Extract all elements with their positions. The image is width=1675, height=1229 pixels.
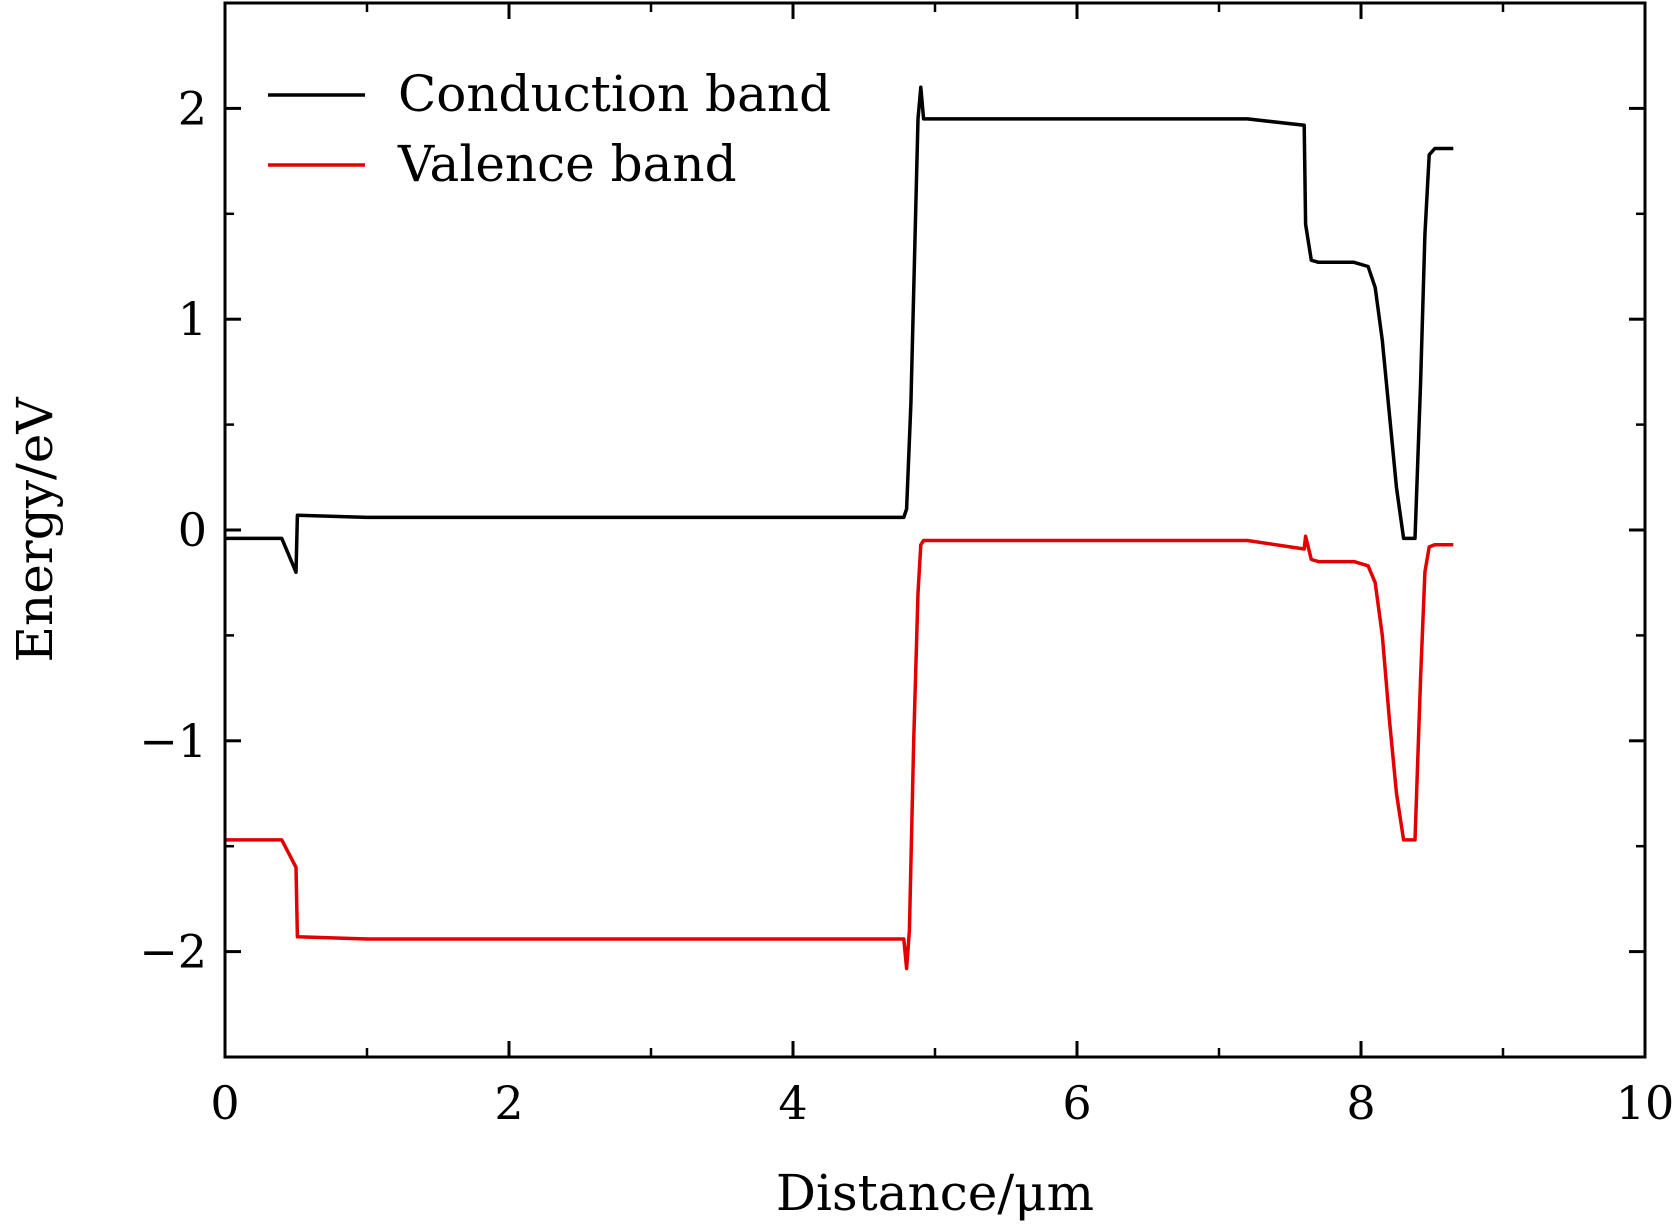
y-axis-title: Energy/eV [6, 397, 64, 663]
series-line-conduction-band [225, 85, 1454, 574]
y-tick-label: 1 [178, 292, 207, 346]
x-tick-label: 0 [210, 1076, 239, 1130]
y-tick-label: 2 [178, 81, 207, 135]
tick-layer: 0 2 4 6 8 10 −2 −1 0 1 2 [139, 3, 1674, 1130]
x-axis-title: Distance/μm [776, 1164, 1094, 1222]
y-tick-label: −1 [139, 714, 207, 768]
y-tick-label: −2 [139, 925, 207, 979]
legend: Conduction band Valence band [268, 65, 831, 193]
legend-label-conduction-band: Conduction band [398, 65, 831, 123]
series-line-valence-band [225, 534, 1454, 971]
x-tick-label: 2 [494, 1076, 523, 1130]
y-tick-label: 0 [178, 503, 207, 557]
x-tick-label: 8 [1346, 1076, 1375, 1130]
legend-label-valence-band: Valence band [397, 135, 737, 193]
x-tick-label: 10 [1616, 1076, 1675, 1130]
x-tick-label: 6 [1062, 1076, 1091, 1130]
x-tick-label: 4 [778, 1076, 807, 1130]
series-layer [225, 85, 1454, 971]
